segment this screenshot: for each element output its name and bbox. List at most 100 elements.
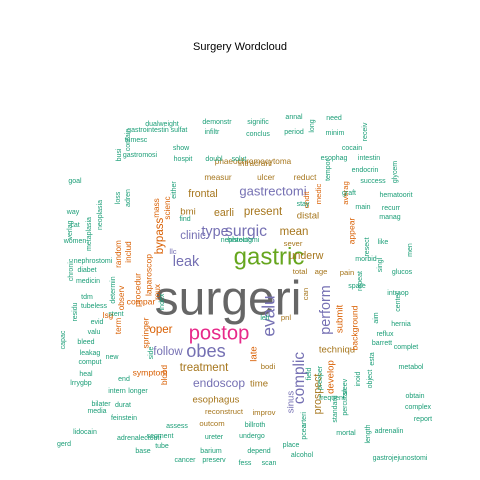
word-distal: distal: [297, 211, 319, 222]
word-gastric: gastric: [234, 243, 305, 270]
word-obes: obes: [186, 341, 225, 361]
word-recurr: recurr: [382, 205, 401, 212]
word-metabol: metabol: [399, 364, 424, 371]
word-base: base: [135, 448, 150, 455]
word-show: show: [173, 145, 190, 152]
word-success: success: [360, 178, 386, 185]
word-tempor: tempor: [325, 158, 332, 180]
word-techniqu: techniqu: [319, 345, 355, 356]
word-glycem: glycem: [392, 161, 399, 183]
word-prospect: prospect: [312, 374, 324, 415]
word-fess: fess: [239, 460, 252, 467]
word-side: side: [148, 346, 155, 359]
word-random: random: [114, 240, 123, 268]
word-solut: solut: [232, 156, 247, 163]
word-like: like: [378, 239, 389, 246]
word-pcea: pcea: [301, 424, 308, 439]
word-loss: loss: [115, 191, 122, 204]
word-cat: cat: [70, 222, 79, 229]
word-stay: stay: [297, 201, 310, 208]
word-histolog: histolog: [228, 237, 252, 244]
word-tube: tube: [155, 443, 169, 450]
word-spare: spare: [348, 283, 366, 290]
word-assess: assess: [166, 423, 188, 430]
word-period: period: [284, 129, 304, 136]
word-need: need: [326, 115, 342, 122]
word-frequent: frequent: [319, 395, 345, 402]
word-time: time: [250, 379, 268, 390]
word-new: new: [106, 354, 120, 361]
word-billroth: billroth: [245, 422, 266, 429]
word-place: place: [283, 442, 300, 449]
word-resect: resect: [364, 237, 371, 256]
word-cocain: cocain: [342, 145, 362, 152]
word-verlag: verlag: [67, 220, 74, 239]
word-sinus: sinus: [286, 391, 297, 414]
word-perform: perform: [318, 285, 334, 335]
word-long: long: [309, 119, 316, 132]
word-intern: intern: [108, 388, 126, 395]
word-treatment: treatment: [180, 362, 229, 374]
word-residu: residu: [72, 302, 79, 321]
word-scan: scan: [262, 460, 277, 467]
word-comput: comput: [79, 359, 102, 366]
word-laparoscop: laparoscop: [143, 254, 153, 296]
word-annal: annal: [285, 114, 303, 121]
word-lidocain: lidocain: [73, 429, 97, 436]
word-age: age: [315, 267, 328, 276]
word-term: term: [114, 318, 123, 335]
word-gastrointestin: gastrointestin: [127, 127, 169, 134]
word-diabet: diabet: [77, 267, 96, 274]
word-medic: medic: [314, 184, 323, 205]
word-either: either: [171, 181, 178, 199]
word-can: can: [301, 288, 310, 300]
word-graft: graft: [342, 190, 356, 197]
word-minim: minim: [326, 130, 345, 137]
word-arteri: arteri: [301, 412, 308, 428]
word-bleed: bleed: [77, 339, 94, 346]
word-present: present: [244, 206, 283, 218]
word-gastrojejunostomi: gastrojejunostomi: [373, 455, 428, 462]
word-report: report: [414, 416, 432, 423]
word-doubl: doubl: [205, 156, 223, 163]
word-chronic: chronic: [68, 258, 75, 281]
word-index: index: [159, 293, 166, 310]
word-dualweight: dualweight: [145, 121, 179, 128]
word-goal: goal: [68, 178, 82, 185]
word-total: total: [293, 267, 308, 276]
word-intraop: intraop: [387, 290, 409, 297]
word-aim: aim: [373, 312, 380, 323]
word-metaplasia: metaplasia: [86, 217, 93, 251]
word-complex: complex: [405, 404, 432, 411]
word-phaeochromocytoma: phaeochromocytoma: [215, 157, 292, 166]
word-esophagus: esophagus: [193, 395, 240, 406]
word-stent: stent: [108, 311, 123, 318]
word-obtain: obtain: [405, 393, 424, 400]
word-esophag: esophag: [321, 155, 348, 162]
word-procedur: procedur: [132, 273, 142, 307]
word-surgeri: surgeri: [155, 273, 302, 326]
word-bilater: bilater: [91, 401, 111, 408]
word-underw: underw: [289, 250, 324, 262]
word-neoplasia: neoplasia: [97, 200, 104, 230]
word-reflux: reflux: [376, 331, 394, 338]
word-adrenalin: adrenalin: [375, 428, 404, 435]
word-evid: evid: [91, 319, 104, 326]
word-valu: valu: [88, 329, 101, 336]
word-background: background: [349, 305, 359, 350]
word-leak: leak: [173, 254, 200, 270]
word-longer: longer: [128, 388, 148, 395]
word-durat: durat: [115, 402, 131, 409]
word-ondit: ondit: [302, 191, 311, 209]
word-mass: mass: [152, 198, 161, 218]
word-pain: pain: [340, 268, 355, 277]
word-esta: esta: [369, 352, 376, 365]
word-preserv: preserv: [202, 457, 226, 464]
word-bodi: bodi: [261, 362, 276, 371]
word-tdm: tdm: [81, 294, 93, 301]
word-nephrostomi: nephrostomi: [74, 258, 113, 265]
word-averag: averag: [341, 181, 350, 205]
word-symptom: symptom: [133, 367, 168, 377]
word-lrrygbp: lrrygbp: [70, 380, 92, 387]
